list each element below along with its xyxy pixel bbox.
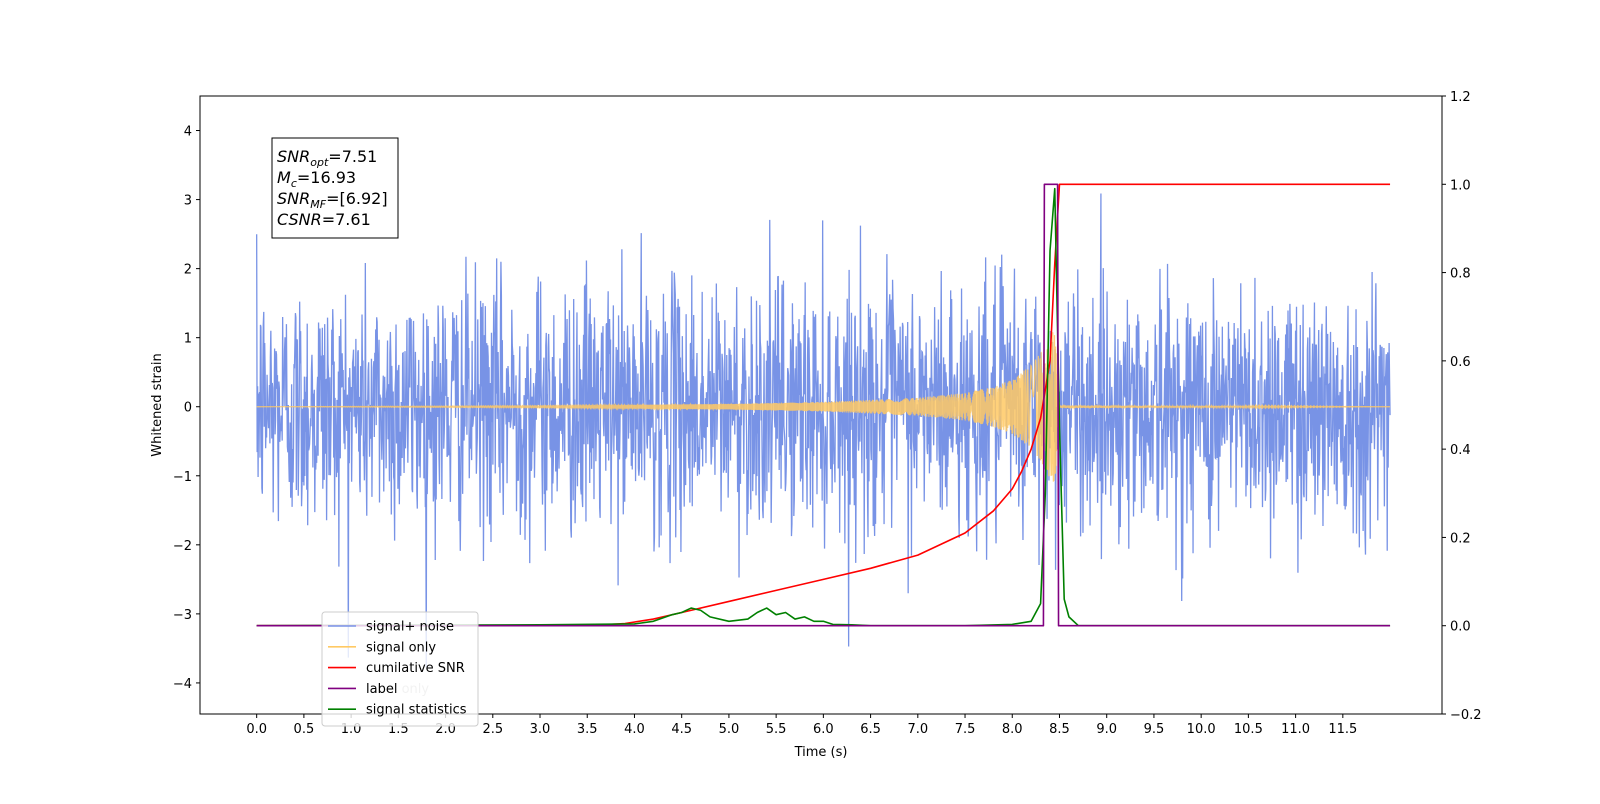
annotation-symbol: SNR <box>277 147 310 166</box>
x-tick-label: 8.0 <box>1002 722 1023 737</box>
y2-tick-label: 0.8 <box>1450 267 1471 282</box>
legend-entry-label: signal only <box>366 640 436 655</box>
y2-tick-label: 0.0 <box>1450 620 1471 635</box>
annotation-line: SNRMF=[6.92] <box>277 189 388 211</box>
annotation-line: CSNR=7.61 <box>277 210 371 229</box>
x-tick-label: 5.5 <box>766 722 787 737</box>
y-tick-label: 1 <box>184 332 192 347</box>
x-tick-label: 7.0 <box>907 722 928 737</box>
x-tick-label: 4.5 <box>671 722 692 737</box>
y-tick-label: −1 <box>173 470 192 485</box>
legend-entry-label: signal+ noise <box>366 620 454 635</box>
legend-frame <box>321 611 479 727</box>
series-signal-statistics <box>256 187 1391 627</box>
annotation-symbol: CSNR <box>277 210 322 229</box>
y-tick-label: 3 <box>184 194 192 209</box>
legend-entry-label: label <box>366 682 397 697</box>
x-tick-label: 5.0 <box>719 722 740 737</box>
series-cumulative-snr <box>256 183 1391 627</box>
annotation-symbol: M <box>277 168 291 187</box>
y2-tick-label: 0.4 <box>1450 443 1471 458</box>
y-tick-label: −4 <box>173 677 192 692</box>
y-tick-label: 2 <box>184 263 192 278</box>
annotation-subscript: MF <box>310 198 326 211</box>
y-tick-label: 0 <box>184 401 192 416</box>
x-tick-label: 2.5 <box>482 722 503 737</box>
annotation-line: SNRopt=7.51 <box>277 147 377 169</box>
x-tick-label: 4.0 <box>624 722 645 737</box>
annotation-frame <box>271 137 399 239</box>
annotation-subscript: opt <box>310 156 329 169</box>
y2-tick-label: 1.0 <box>1450 178 1471 193</box>
y-tick-label: 4 <box>184 125 192 140</box>
series-label <box>256 183 1391 627</box>
series-signal-only <box>256 332 1391 482</box>
x-tick-label: 0.0 <box>246 722 267 737</box>
x-tick-label: 9.5 <box>1144 722 1165 737</box>
x-tick-label: 0.5 <box>294 722 315 737</box>
annotation-value: =16.93 <box>297 168 356 187</box>
x-tick-label: 11.5 <box>1328 722 1357 737</box>
legend-entry-label: signal statistics <box>366 703 467 718</box>
y-tick-label: −3 <box>173 608 192 623</box>
annotation-value: =7.51 <box>328 147 377 166</box>
x-tick-label: 3.0 <box>530 722 551 737</box>
x-tick-label: 6.5 <box>860 722 881 737</box>
x-tick-label: 10.0 <box>1187 722 1216 737</box>
x-tick-label: 3.5 <box>577 722 598 737</box>
x-axis-label: Time (s) <box>794 745 848 760</box>
x-tick-label: 7.5 <box>955 722 976 737</box>
series-signal-plus-noise <box>256 193 1391 668</box>
annotation-symbol: SNR <box>277 189 310 208</box>
x-tick-label: 6.0 <box>813 722 834 737</box>
x-tick-label: 8.5 <box>1049 722 1070 737</box>
y2-tick-label: 1.2 <box>1450 90 1471 105</box>
y2-tick-label: 0.6 <box>1450 355 1471 370</box>
series-layer <box>256 183 1391 668</box>
annotation-line: Mc=16.93 <box>277 168 356 190</box>
annotation-value: =[6.92] <box>326 189 388 208</box>
x-tick-label: 9.0 <box>1096 722 1117 737</box>
annotation-value: =7.61 <box>322 210 371 229</box>
y2-tick-label: −0.2 <box>1450 708 1482 723</box>
annotation-subscript: c <box>291 177 297 190</box>
y2-tick-label: 0.2 <box>1450 531 1471 546</box>
plot-frame <box>199 95 1443 715</box>
legend-entry-label: cumilative SNR <box>366 661 465 676</box>
x-tick-label: 11.0 <box>1281 722 1310 737</box>
y-axis-label: Whitened strain <box>150 353 165 456</box>
y-tick-label: −2 <box>173 539 192 554</box>
x-tick-label: 10.5 <box>1234 722 1263 737</box>
